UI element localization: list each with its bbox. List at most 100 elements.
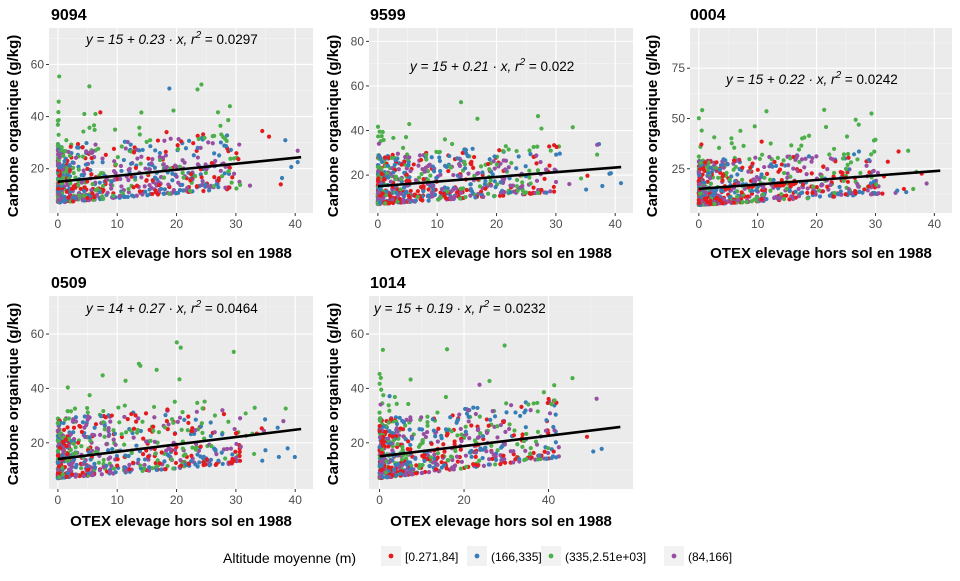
data-point bbox=[445, 428, 450, 433]
data-point bbox=[387, 459, 393, 464]
data-point bbox=[226, 118, 231, 123]
data-point bbox=[445, 431, 450, 436]
data-point bbox=[262, 417, 268, 422]
data-point bbox=[98, 110, 103, 115]
data-point bbox=[475, 171, 480, 176]
data-point bbox=[183, 452, 188, 457]
legend-label: (166,335] bbox=[491, 550, 542, 564]
data-point bbox=[66, 458, 71, 463]
data-point bbox=[386, 444, 391, 449]
data-point bbox=[212, 175, 217, 180]
data-point bbox=[458, 190, 464, 196]
data-point bbox=[738, 128, 743, 133]
data-point bbox=[203, 170, 208, 175]
data-point bbox=[234, 186, 239, 191]
data-point bbox=[486, 191, 491, 196]
data-point bbox=[194, 409, 199, 414]
data-point bbox=[779, 177, 784, 183]
data-point bbox=[208, 420, 213, 425]
data-point bbox=[775, 155, 780, 160]
data-point bbox=[159, 450, 164, 455]
data-point bbox=[468, 161, 473, 166]
data-point bbox=[135, 427, 140, 433]
data-point bbox=[407, 175, 412, 180]
y-tick-label: 60 bbox=[351, 327, 365, 341]
data-point bbox=[97, 180, 102, 185]
x-tick-label: 0 bbox=[375, 217, 382, 231]
data-point bbox=[454, 454, 460, 459]
data-point bbox=[446, 168, 451, 174]
data-point bbox=[471, 462, 476, 467]
data-point bbox=[408, 168, 413, 174]
data-point bbox=[405, 460, 410, 465]
data-point bbox=[390, 431, 395, 436]
data-point bbox=[79, 444, 84, 449]
data-point bbox=[535, 409, 540, 414]
data-point bbox=[202, 399, 207, 404]
data-point bbox=[868, 181, 874, 186]
data-point bbox=[395, 442, 400, 447]
data-point bbox=[553, 179, 559, 185]
data-point bbox=[524, 431, 529, 437]
regression-line bbox=[57, 427, 302, 461]
data-point bbox=[214, 181, 219, 187]
data-point bbox=[212, 151, 217, 156]
data-point bbox=[111, 437, 116, 442]
data-point bbox=[731, 200, 736, 205]
data-point bbox=[868, 192, 874, 197]
data-point bbox=[283, 138, 288, 143]
data-point bbox=[486, 423, 491, 428]
data-point bbox=[186, 138, 192, 143]
data-point bbox=[511, 433, 517, 438]
data-point bbox=[805, 196, 810, 201]
data-point bbox=[858, 170, 863, 176]
data-point bbox=[133, 165, 138, 170]
data-point bbox=[557, 151, 562, 156]
data-point bbox=[81, 473, 86, 479]
data-point bbox=[793, 189, 798, 194]
data-point bbox=[757, 156, 762, 161]
data-point bbox=[113, 170, 118, 176]
data-point bbox=[85, 195, 90, 201]
data-point bbox=[75, 141, 81, 147]
data-point bbox=[209, 161, 214, 166]
data-point bbox=[466, 414, 471, 419]
data-point bbox=[427, 162, 432, 167]
data-point bbox=[464, 187, 469, 193]
data-point bbox=[163, 153, 169, 158]
data-point bbox=[906, 148, 911, 153]
data-point bbox=[210, 141, 215, 146]
data-point bbox=[164, 164, 169, 170]
data-point bbox=[65, 189, 70, 194]
data-point bbox=[390, 448, 395, 453]
data-point bbox=[473, 450, 479, 455]
data-point bbox=[762, 175, 767, 180]
data-point bbox=[183, 146, 189, 151]
data-point bbox=[802, 165, 807, 170]
data-point bbox=[231, 458, 236, 464]
data-point bbox=[714, 160, 719, 165]
data-point bbox=[73, 450, 79, 456]
data-point bbox=[787, 197, 792, 202]
data-point bbox=[226, 169, 231, 174]
data-point bbox=[448, 454, 454, 459]
data-point bbox=[449, 466, 454, 472]
data-point bbox=[177, 377, 182, 382]
data-point bbox=[727, 194, 732, 200]
data-point bbox=[112, 127, 118, 132]
data-point bbox=[142, 457, 148, 462]
data-point bbox=[810, 156, 815, 161]
data-point bbox=[463, 429, 468, 434]
data-point bbox=[768, 188, 773, 193]
data-point bbox=[504, 410, 509, 415]
data-point bbox=[406, 401, 411, 407]
data-point bbox=[182, 417, 187, 422]
data-point bbox=[129, 411, 134, 417]
data-point bbox=[395, 193, 401, 199]
x-tick-label: 30 bbox=[869, 217, 883, 231]
data-point bbox=[93, 422, 99, 427]
data-point bbox=[379, 387, 384, 392]
data-point bbox=[475, 116, 480, 121]
data-point bbox=[412, 192, 418, 197]
data-point bbox=[218, 140, 223, 145]
